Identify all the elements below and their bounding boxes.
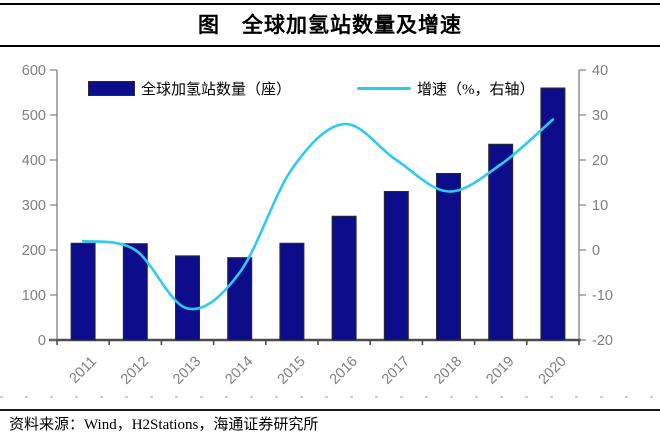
legend-item-growth: 增速（%，右轴） — [357, 78, 535, 99]
x-category-label: 2014 — [222, 354, 256, 388]
growth-line — [81, 118, 555, 311]
left-tick-label: 600 — [22, 63, 46, 79]
x-category-label: 2018 — [431, 354, 465, 388]
x-category-label: 2015 — [275, 354, 309, 388]
x-category-label: 2012 — [118, 354, 152, 388]
x-category-label: 2011 — [67, 354, 100, 387]
title-underline-rule — [0, 45, 660, 47]
source-note: 资料来源：Wind，H2Stations，海通证券研究所 — [9, 417, 319, 433]
bar-2017 — [383, 191, 409, 341]
right-tick-label: 10 — [592, 198, 608, 214]
top-rule — [0, 3, 660, 5]
right-tick-label: 20 — [592, 153, 608, 169]
chart-title: 图 全球加氢站数量及增速 — [198, 13, 462, 37]
left-tick-label: 300 — [22, 198, 46, 214]
bar-2020 — [540, 87, 566, 341]
right-tick-label: -10 — [592, 288, 613, 304]
bar-2019 — [488, 143, 514, 341]
bar-2015 — [279, 242, 305, 341]
left-tick-label: 200 — [22, 243, 46, 259]
x-category-label: 2017 — [379, 354, 413, 388]
bar-2016 — [331, 215, 357, 341]
bar-2011 — [70, 242, 96, 341]
legend-item-stations: 全球加氢站数量（座） — [88, 78, 291, 99]
source-rule — [0, 409, 660, 411]
left-tick-label: 400 — [22, 153, 46, 169]
bar-2014 — [227, 257, 253, 341]
legend-bar-swatch — [88, 81, 135, 96]
right-tick-label: -20 — [592, 333, 613, 349]
legend-label-stations: 全球加氢站数量（座） — [141, 82, 292, 98]
right-tick-label: 0 — [592, 243, 600, 259]
x-category-label: 2016 — [327, 354, 361, 388]
chart-legend: 全球加氢站数量（座） 增速（%，右轴） — [88, 78, 535, 99]
legend-label-growth: 增速（%，右轴） — [417, 82, 535, 98]
x-category-label: 2013 — [170, 354, 204, 388]
left-tick-label: 100 — [22, 288, 46, 304]
x-category-label: 2020 — [536, 354, 570, 388]
bar-2013 — [175, 255, 200, 341]
left-tick-label: 0 — [38, 333, 46, 349]
left-tick-label: 500 — [22, 108, 46, 124]
bar-2018 — [436, 173, 461, 341]
legend-line-swatch — [357, 87, 412, 90]
x-category-label: 2019 — [483, 354, 517, 388]
bar-2012 — [122, 243, 148, 341]
right-tick-label: 30 — [592, 108, 608, 124]
right-tick-label: 40 — [592, 63, 608, 79]
